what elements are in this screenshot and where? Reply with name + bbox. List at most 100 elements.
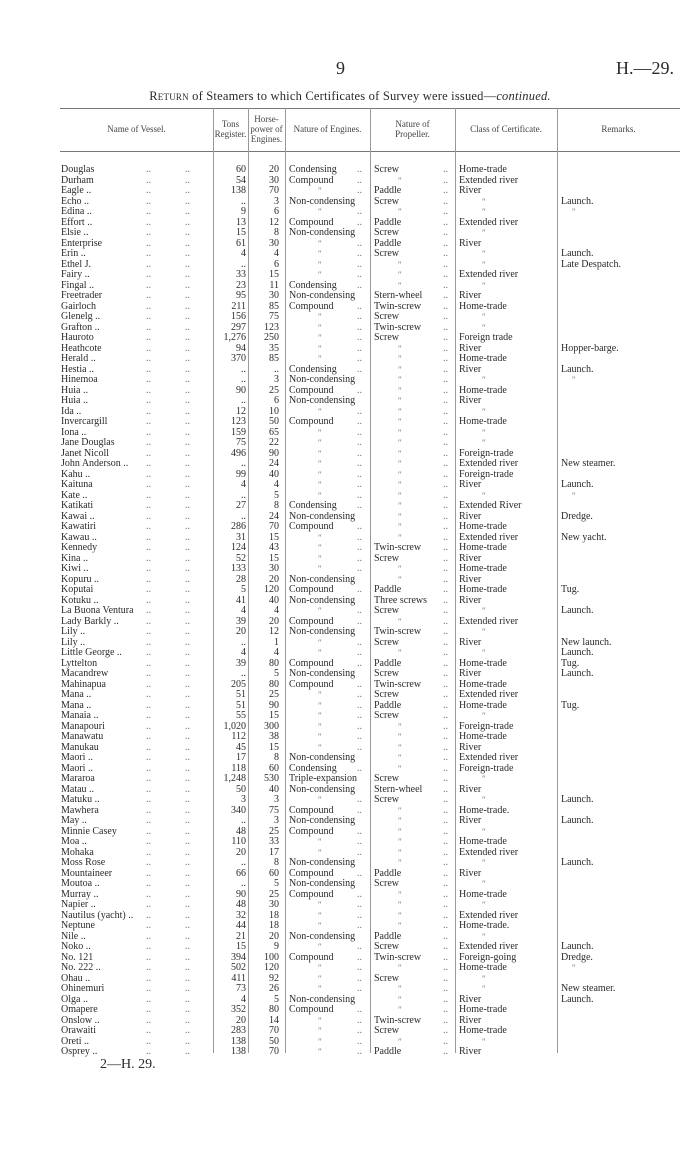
dot-leader: ..: [357, 794, 362, 805]
dot-leader: ..: [357, 468, 362, 480]
dot-leader: ..: [443, 993, 448, 1005]
engine-type: Compound: [289, 615, 334, 627]
propeller-type-ditto: ″: [398, 564, 402, 574]
vessel-name: Enterprise: [61, 237, 103, 249]
table-row: Lady Barkly .. 39 20 Compound ″ Extended rive…: [0, 615, 700, 628]
dot-leader: ..: [443, 384, 448, 396]
dot-leader: ..: [146, 258, 151, 270]
propeller-type: Screw: [374, 311, 399, 322]
vessel-name: Hauroto: [61, 332, 94, 343]
remarks: Hopper-barge.: [561, 342, 619, 354]
certificate-class: Home-trade: [459, 962, 507, 973]
dot-leader: ..: [443, 479, 448, 490]
dot-leader: ..: [185, 216, 190, 228]
col-header-class: Class of Certificate.: [470, 124, 542, 134]
vessel-name: Maori ..: [61, 762, 93, 774]
engine-type-ditto: ″: [318, 963, 322, 973]
dot-leader: ..: [185, 374, 190, 385]
tons-register: 51: [236, 699, 246, 711]
table-row: Ohau .. 411 92 ″ Screw ″........: [0, 973, 700, 985]
horsepower: 70: [269, 1046, 279, 1057]
propeller-type: Stern-wheel: [374, 290, 423, 301]
horsepower: 530: [264, 773, 279, 784]
tons-register: ..: [241, 489, 246, 501]
table-row: Murray .. 90 25 Compound ″ Home-trade........: [0, 888, 700, 901]
table-row: No. 222 .. 502 120 ″ ″ Home-trade ″........: [0, 962, 700, 974]
dot-leader: ..: [357, 405, 362, 417]
dot-leader: ..: [185, 573, 190, 585]
dot-leader: ..: [443, 909, 448, 921]
vessel-name: Manukau: [61, 741, 99, 753]
vessel-name: Freetrader: [61, 290, 103, 301]
engine-type: Non-condensing: [289, 857, 356, 868]
engine-type-ditto: ″: [318, 711, 322, 721]
engine-type: Non-condensing: [289, 374, 356, 385]
horsepower: 70: [269, 185, 279, 196]
dot-leader: ..: [185, 815, 190, 826]
dot-leader: ..: [185, 920, 190, 931]
propeller-type-ditto: ″: [398, 522, 402, 532]
certificate-class: Extended river: [459, 531, 519, 543]
remarks-ditto: ″: [572, 207, 576, 217]
vessel-name: Matuku ..: [61, 794, 100, 805]
tons-register: 502: [231, 962, 246, 973]
table-row: Ohinemuri 73 26 ″ ″ ″ New steamer.........: [0, 983, 700, 995]
dot-leader: ..: [146, 563, 151, 574]
vessel-name: Fairy ..: [61, 269, 90, 280]
table-row: Edina .. 9 6 ″ ″ ″ ″........: [0, 206, 700, 218]
engine-type-ditto: ″: [318, 249, 322, 259]
horsepower: 15: [269, 741, 279, 753]
dot-leader: ..: [146, 279, 151, 291]
dot-leader: ..: [146, 290, 151, 301]
vessel-name: Mana ..: [61, 689, 92, 700]
dot-leader: ..: [185, 353, 190, 364]
dot-leader: ..: [443, 920, 448, 931]
horsepower: 300: [264, 720, 279, 732]
propeller-type-ditto: ″: [398, 826, 402, 837]
dot-leader: ..: [357, 500, 362, 511]
engine-type: Non-condensing: [289, 752, 356, 763]
remarks-ditto: ″: [572, 963, 576, 973]
dot-leader: ..: [185, 825, 190, 837]
engine-type: Non-condensing: [289, 878, 356, 889]
dot-leader: ..: [443, 458, 448, 469]
horsepower: 26: [269, 983, 279, 994]
horsepower: 15: [269, 552, 279, 564]
tons-register: 496: [231, 447, 246, 459]
dot-leader: ..: [185, 563, 190, 574]
tons-register: 44: [236, 920, 246, 931]
tons-register: 1,248: [223, 773, 247, 784]
dot-leader: ..: [146, 888, 151, 900]
table-row: Ida .. 12 10 ″ ″ ″........: [0, 405, 700, 418]
vessel-name: Eagle ..: [61, 185, 92, 196]
tons-register: 28: [236, 573, 246, 585]
propeller-type: Twin-screw: [374, 678, 422, 690]
table-row: Minnie Casey 48 25 Compound ″ ″........: [0, 825, 700, 838]
certificate-class-ditto: ″: [482, 259, 486, 270]
engine-type: Condensing: [289, 279, 337, 291]
engine-type: Compound: [289, 678, 334, 690]
engine-type-ditto: ″: [318, 648, 322, 658]
horsepower: 3: [274, 794, 279, 805]
dot-leader: ..: [146, 374, 151, 385]
dot-leader: ..: [443, 332, 448, 343]
dot-leader: ..: [443, 1046, 448, 1057]
tons-register: ..: [241, 668, 246, 679]
dot-leader: ..: [185, 710, 190, 721]
vessel-name: Moss Rose: [61, 857, 106, 868]
engine-type: Condensing: [289, 762, 337, 774]
dot-leader: ..: [357, 920, 362, 931]
horsepower: 24: [269, 510, 279, 522]
certificate-class-ditto: ″: [482, 207, 486, 217]
propeller-type-ditto: ″: [398, 763, 402, 774]
table-row: Osprey .. 138 70 ″ Paddle River........: [0, 1046, 700, 1058]
dot-leader: ..: [357, 699, 362, 711]
table-row: La Buona Ventura 4 4 ″ Screw ″ Launch.........: [0, 605, 700, 617]
certificate-class-ditto: ″: [482, 196, 486, 207]
remarks-ditto: ″: [572, 375, 576, 385]
tons-register: 124: [231, 542, 246, 553]
tons-register: 211: [231, 300, 246, 312]
vessel-name: Mountaineer: [61, 867, 113, 879]
horsepower: 4: [274, 605, 279, 616]
vessel-name: Gairloch: [61, 300, 96, 312]
